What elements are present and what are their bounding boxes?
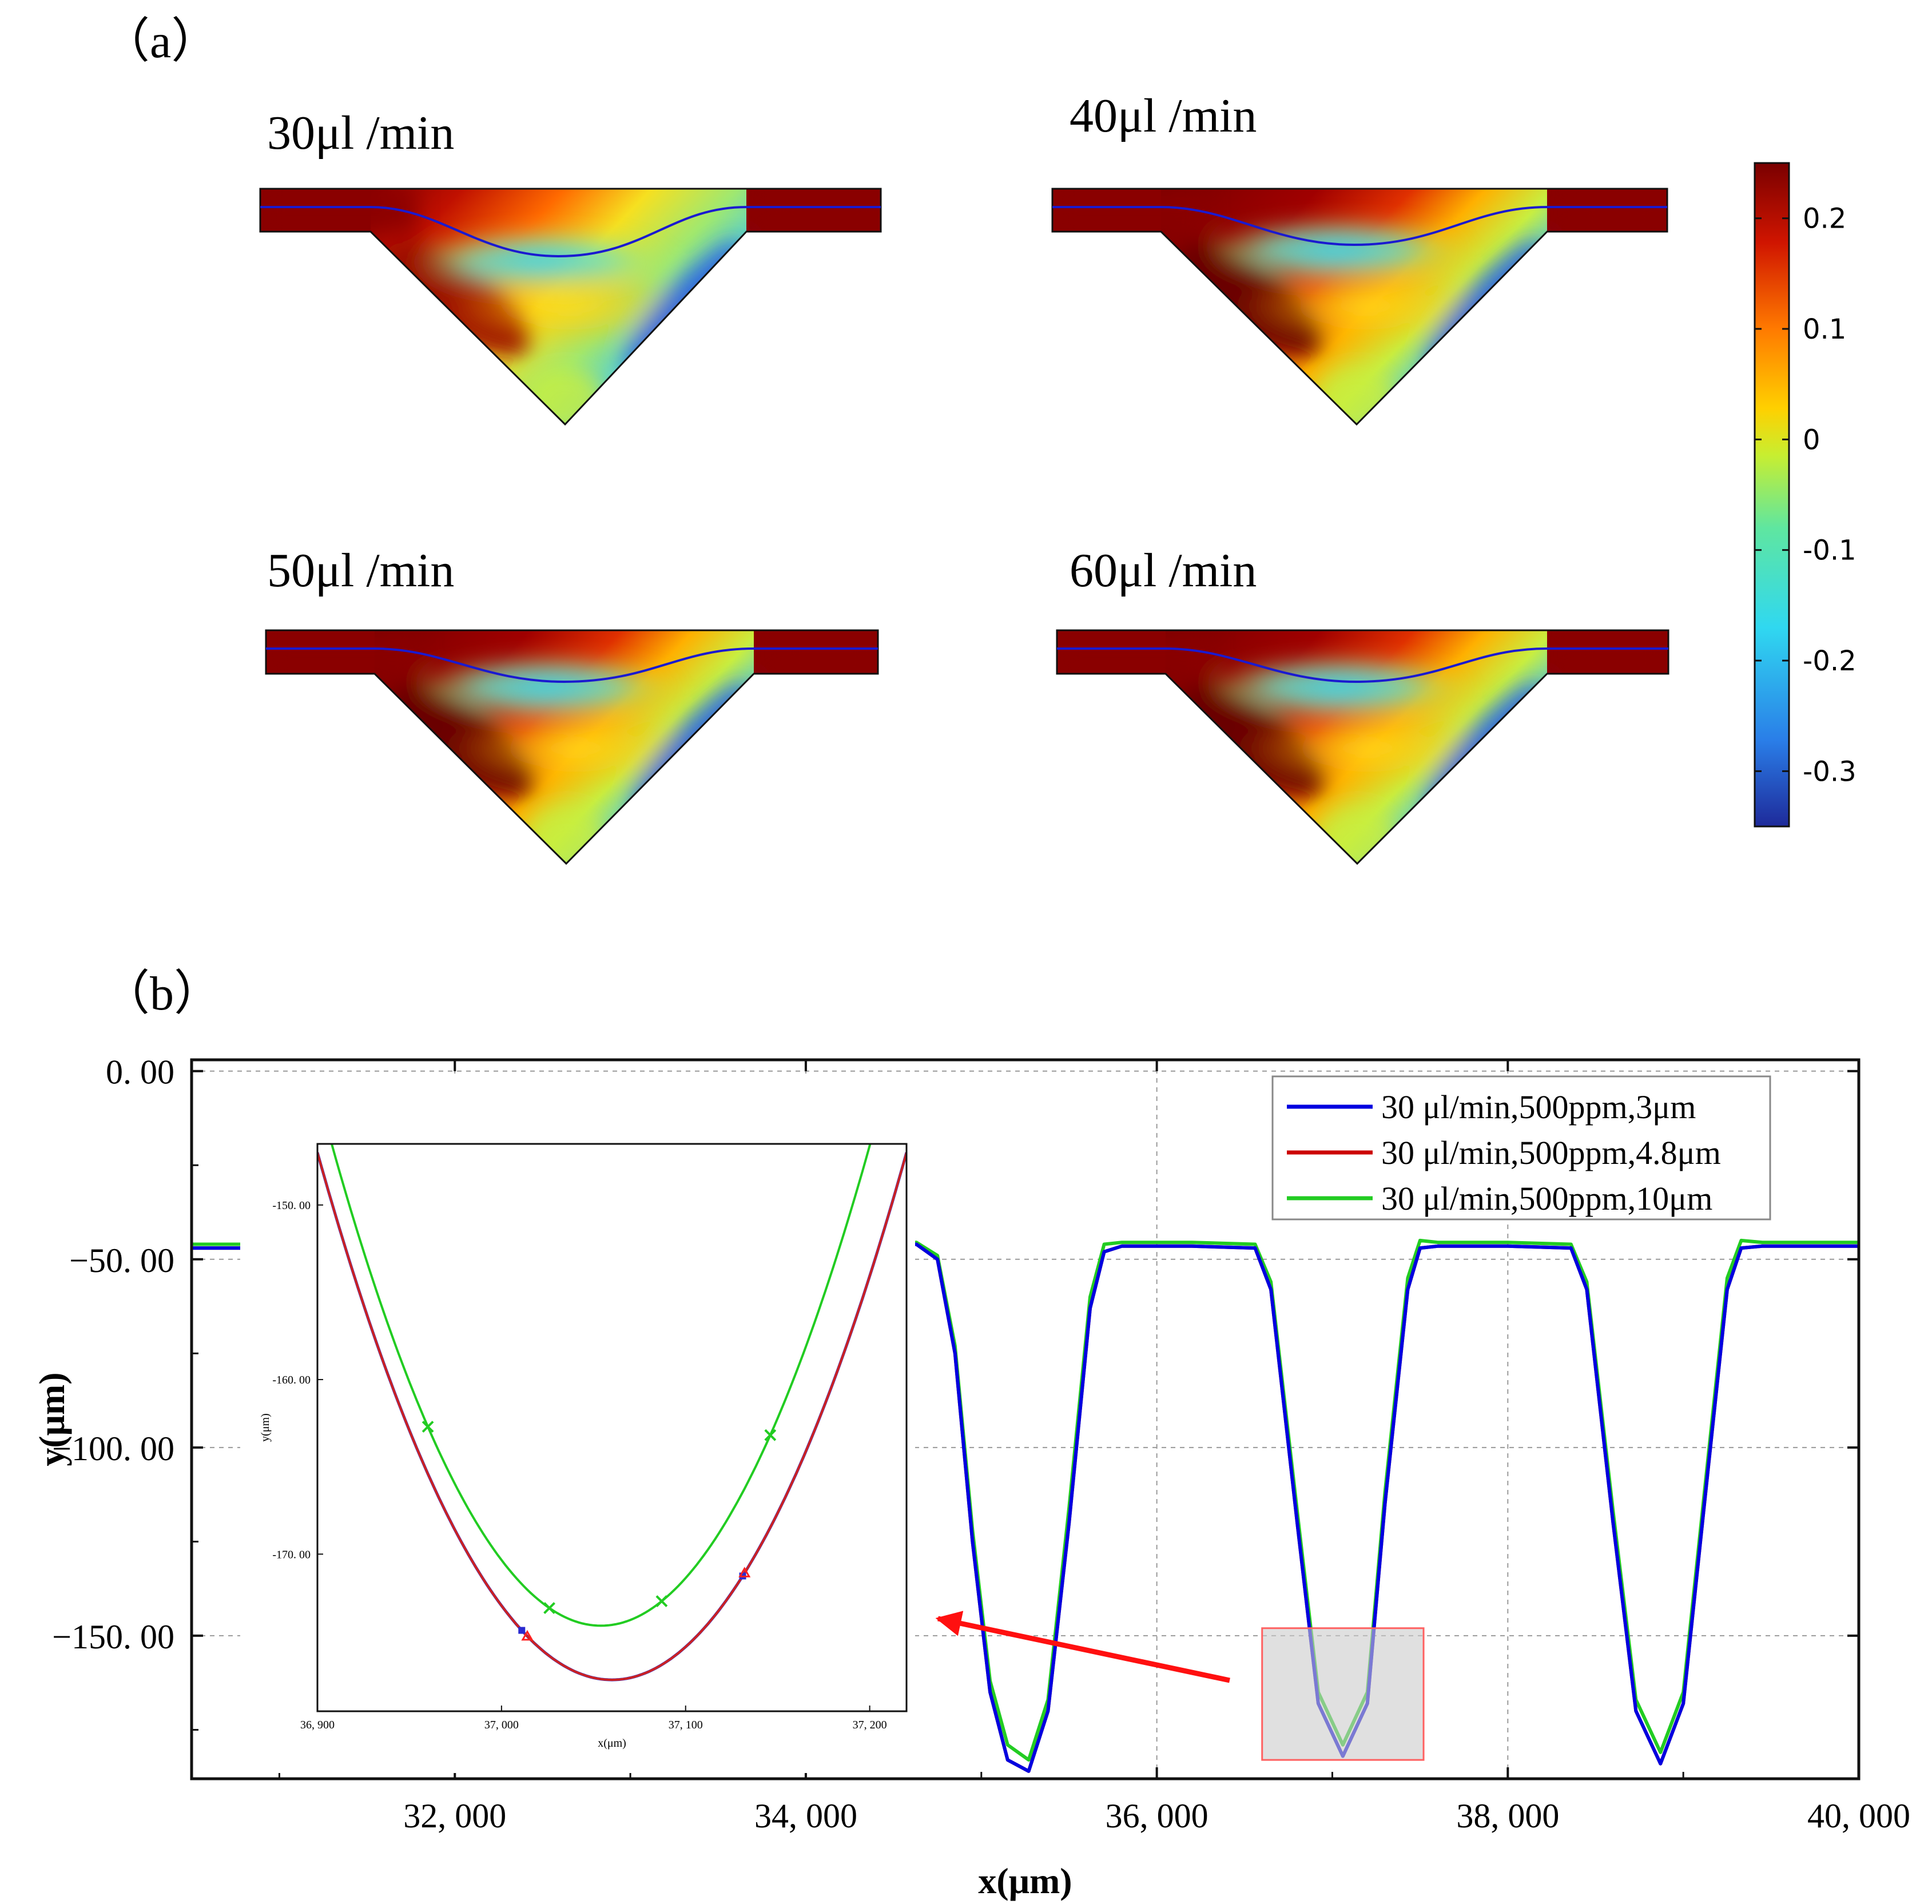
heatmap-title-60: 60μl /min bbox=[1070, 544, 1257, 597]
heatmap-panel-30: 30μl /min bbox=[267, 106, 454, 160]
legend: 30 μl/min,500ppm,3μm 30 μl/min,500ppm,4.8… bbox=[1271, 1075, 1771, 1221]
inset-x-tick-label: 37, 100 bbox=[669, 1719, 703, 1731]
y-tick-label: −100. 00 bbox=[52, 1430, 174, 1468]
colorbar-tick-label: 0 bbox=[1803, 424, 1820, 456]
x-tick-label: 32, 000 bbox=[403, 1797, 506, 1835]
colorbar-tick-label: -0.1 bbox=[1803, 535, 1857, 567]
inset-curve bbox=[317, 1152, 907, 1682]
heatmap-30 bbox=[259, 188, 882, 426]
heatmap-panel-40: 40μl /min bbox=[1070, 89, 1257, 142]
panel-a-label: （a） bbox=[102, 15, 219, 68]
x-tick-label: 36, 000 bbox=[1106, 1797, 1209, 1835]
heatmap-title-50: 50μl /min bbox=[267, 544, 454, 597]
x-tick-label: 40, 000 bbox=[1807, 1797, 1910, 1835]
heatmap-panel-60: 60μl /min bbox=[1070, 544, 1257, 597]
heatmap-60 bbox=[1056, 629, 1669, 865]
legend-label: 30 μl/min,500ppm,4.8μm bbox=[1381, 1134, 1721, 1171]
interface-line-40 bbox=[1052, 206, 1667, 247]
y-tick-label: −50. 00 bbox=[69, 1242, 174, 1279]
inset-y-tick-label: -150. 00 bbox=[272, 1199, 311, 1212]
inset-chart: 36, 900 37, 000 37, 100 37, 200 -150. 00 -160… bbox=[240, 1078, 915, 1773]
y-tick-label: 0. 00 bbox=[106, 1054, 174, 1091]
legend-label: 30 μl/min,500ppm,10μm bbox=[1381, 1180, 1712, 1217]
plot-frame bbox=[190, 1058, 1861, 1780]
inset-marker-green bbox=[422, 1421, 434, 1433]
inset-y-tick-label: -170. 00 bbox=[272, 1548, 311, 1561]
inset-x-tick-label: 37, 000 bbox=[484, 1719, 519, 1731]
heatmap-panel-50: 50μl /min bbox=[267, 544, 454, 597]
x-axis-label: x(μm) bbox=[978, 1861, 1072, 1901]
inset-marker-red bbox=[521, 1629, 534, 1641]
legend-label: 30 μl/min,500ppm,3μm bbox=[1381, 1088, 1696, 1126]
inset-frame bbox=[316, 1143, 908, 1712]
inset-curve bbox=[330, 1144, 872, 1627]
colorbar-tick-label: 0.2 bbox=[1803, 203, 1846, 235]
interface-line-50 bbox=[266, 647, 878, 683]
inset-marker-red bbox=[738, 1567, 751, 1577]
colorbar: 0.2 0.1 0 -0.1 -0.2 -0.3 bbox=[1754, 162, 1857, 828]
zoom-arrow bbox=[935, 1611, 1230, 1683]
inset-y-tick-label: -160. 00 bbox=[272, 1374, 311, 1386]
colorbar-gradient bbox=[1754, 162, 1790, 828]
inset-x-axis-label: x(μm) bbox=[598, 1737, 626, 1750]
line-chart: 32, 000 34, 000 36, 000 38, 000 40, 000 0. 00… bbox=[31, 1054, 1910, 1901]
x-tick-label: 38, 000 bbox=[1456, 1797, 1559, 1835]
panel-b-label: （b） bbox=[102, 967, 222, 1020]
colorbar-tick-label: 0.1 bbox=[1803, 313, 1846, 345]
heatmap-title-30: 30μl /min bbox=[267, 106, 454, 160]
heatmap-40 bbox=[1051, 188, 1668, 426]
colorbar-tick-label: -0.2 bbox=[1803, 645, 1857, 677]
heatmap-50 bbox=[265, 629, 879, 865]
heatmap-title-40: 40μl /min bbox=[1070, 89, 1257, 142]
inset-marker-green bbox=[655, 1595, 668, 1607]
inset-x-tick-label: 36, 900 bbox=[300, 1719, 335, 1731]
inset-marker-blue bbox=[518, 1627, 526, 1634]
interface-line-30 bbox=[260, 206, 881, 258]
x-tick-label: 34, 000 bbox=[754, 1797, 857, 1835]
inset-marker-green bbox=[543, 1602, 555, 1614]
inset-marker-green bbox=[764, 1429, 777, 1441]
inset-background bbox=[240, 1078, 915, 1773]
inset-x-tick-label: 37, 200 bbox=[853, 1719, 887, 1731]
inset-y-axis-label: y(μm) bbox=[259, 1413, 272, 1442]
zoom-region-box bbox=[1261, 1627, 1425, 1761]
colorbar-tick-label: -0.3 bbox=[1803, 756, 1857, 788]
interface-line-60 bbox=[1057, 647, 1668, 683]
legend-box bbox=[1271, 1075, 1771, 1221]
y-axis-label: y(μm) bbox=[31, 1372, 72, 1466]
y-tick-label: −150. 00 bbox=[52, 1618, 174, 1656]
